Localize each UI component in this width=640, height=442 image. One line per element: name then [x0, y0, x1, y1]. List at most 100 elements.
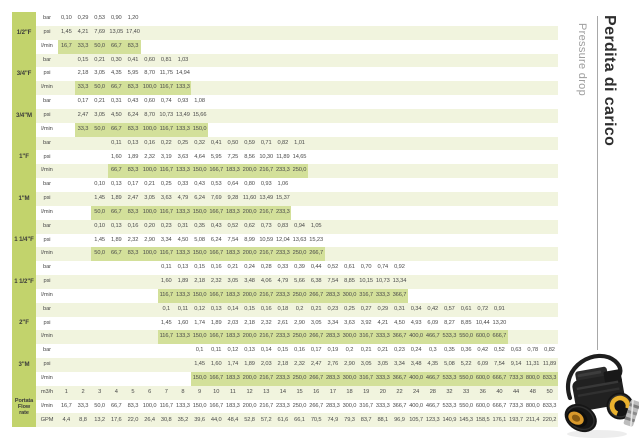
value-cell [391, 247, 408, 262]
value-cell [491, 123, 508, 137]
value-cell: 8,27 [444, 319, 455, 326]
value-cell [141, 330, 158, 345]
value-cell [458, 178, 475, 192]
value-cell: 33 [457, 385, 475, 400]
value-cell: 0,57 [441, 302, 458, 317]
value-cell [374, 234, 391, 248]
value-cell [541, 247, 558, 262]
value-cell: 300,0 [341, 371, 358, 386]
table-row: l/min 33,3 50,0 66,7 83,3 100,0 116,7 133,3 150,… [12, 122, 558, 137]
value-cell [391, 164, 408, 179]
value-cell [75, 178, 92, 192]
value-cell [324, 108, 342, 123]
value-cell [441, 67, 458, 81]
value-cell [457, 247, 475, 262]
value-cell [374, 53, 392, 68]
value-cell [174, 25, 192, 40]
value-cell [207, 25, 225, 40]
value-cell [175, 344, 192, 358]
value-cell [524, 12, 541, 26]
value-cell: 0,21 [360, 347, 372, 354]
value-cell: 0,16 [124, 219, 142, 234]
value-cell: 0,10 [91, 219, 108, 234]
value-cell [374, 108, 392, 123]
value-cell [507, 302, 525, 317]
value-cell: 3,05 [94, 70, 105, 77]
value-cell [91, 150, 108, 164]
table-row: l/min 150,0 166,7 183,3 200,0 216,7 233,3 250,0… [12, 371, 558, 386]
value-cell: 19 [357, 385, 375, 400]
value-cell: 300,0 [341, 288, 358, 303]
value-cell: 183,3 [224, 164, 242, 179]
value-cell [474, 12, 491, 26]
value-cell: 3 [91, 385, 108, 400]
value-cell [524, 53, 542, 68]
value-cell: 0,16 [141, 136, 158, 151]
value-cell: 14 [274, 385, 292, 400]
value-cell: 0,64 [227, 181, 239, 188]
value-cell [524, 123, 541, 137]
value-cell [325, 206, 342, 220]
value-cell: 200,0 [241, 288, 258, 303]
pipe-size-label: 3/4"F [12, 53, 36, 96]
value-cell: 7,54 [324, 275, 342, 289]
value-cell [75, 344, 92, 358]
value-cell [408, 12, 425, 26]
value-cell: 2 [74, 385, 92, 400]
value-cell: 50,0 [91, 39, 108, 54]
value-cell [58, 330, 75, 345]
table-row: psi 1,60 1,89 2,32 3,19 3,63 4,64 5,95 7,25 8,56 1… [12, 150, 558, 164]
value-cell [374, 178, 391, 192]
value-cell: 233,3 [275, 402, 290, 409]
value-cell [541, 317, 558, 331]
value-cell [407, 275, 425, 289]
value-cell [491, 150, 508, 164]
value-cell [341, 12, 358, 26]
value-cell: 9 [191, 385, 208, 400]
value-cell: 193,7 [507, 413, 525, 428]
value-cell [58, 261, 75, 275]
value-cell: 100,0 [141, 164, 158, 179]
value-cell [175, 372, 192, 386]
value-cell [75, 289, 92, 303]
value-cell [508, 178, 525, 192]
value-cell: 10,59 [259, 236, 274, 243]
value-cell [258, 40, 275, 54]
value-cell: 66,7 [107, 39, 125, 54]
value-cell: 400,0 [407, 330, 425, 345]
value-cell: 66,7 [107, 205, 125, 220]
value-cell [474, 164, 492, 179]
value-cell [141, 302, 158, 317]
value-cell [391, 150, 408, 164]
unit-label: l/min [41, 375, 53, 381]
value-cell: 200,0 [241, 330, 258, 345]
value-cell [58, 344, 75, 358]
value-cell: 116,7 [157, 288, 175, 303]
value-cell: 366,7 [391, 371, 408, 386]
value-cell: 0,1 [157, 302, 175, 317]
value-cell [308, 40, 325, 54]
value-cell [491, 261, 508, 275]
value-cell [408, 261, 425, 275]
value-cell: 316,7 [357, 330, 375, 345]
pipe-size-label: 1 1/2"F [12, 261, 36, 303]
value-cell [75, 261, 92, 275]
value-cell [257, 108, 275, 123]
value-cell: 833,3 [542, 402, 557, 409]
value-cell [258, 123, 275, 137]
value-cell: 133,3 [174, 247, 192, 262]
value-cell [458, 123, 475, 137]
value-cell [441, 25, 458, 40]
table-row: psi 1,45 1,60 1,74 1,89 2,03 2,18 2,32 2,61 2,90 3… [12, 317, 558, 331]
value-cell: 283,3 [325, 402, 340, 409]
value-cell: 200,0 [241, 205, 258, 220]
value-cell: 0,21 [94, 98, 105, 105]
value-cell [357, 81, 375, 96]
value-cell: 52,8 [241, 413, 258, 428]
value-cell [474, 206, 491, 220]
value-cell [541, 302, 558, 317]
value-cell [408, 150, 425, 164]
value-cell [408, 40, 425, 54]
value-cell: 0,25 [341, 302, 358, 317]
value-cell [507, 219, 525, 234]
